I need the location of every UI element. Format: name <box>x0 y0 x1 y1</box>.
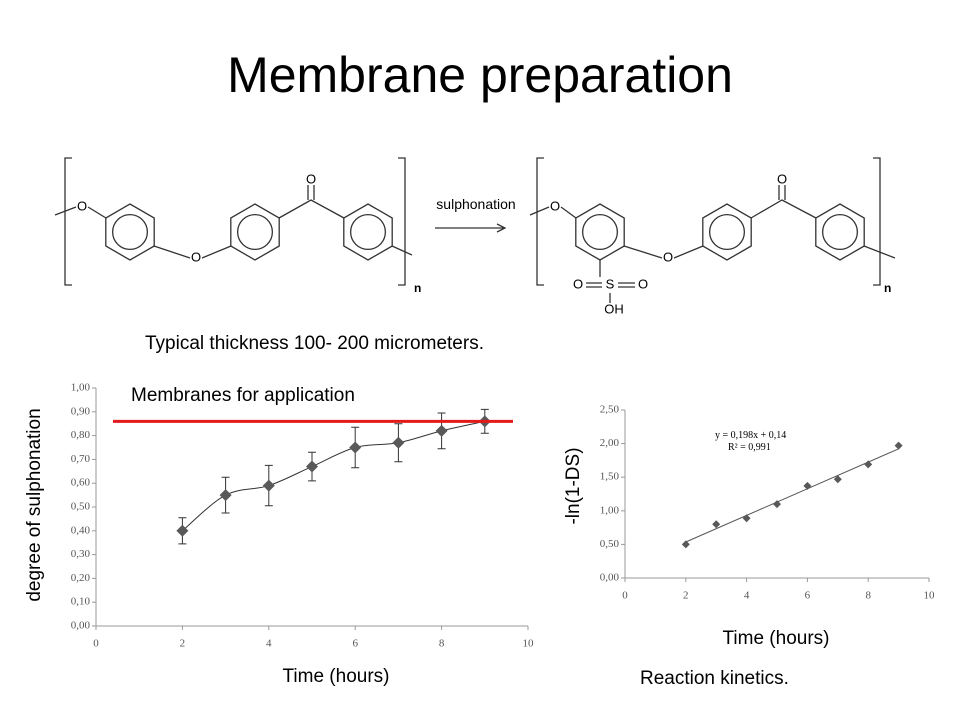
x-tick-label: 2 <box>180 638 186 650</box>
y-tick-label: 2,00 <box>600 437 620 449</box>
point <box>681 540 690 549</box>
ring-inner <box>821 213 859 251</box>
y-tick-label: 1,00 <box>71 382 91 394</box>
y-tick-label: 0,60 <box>71 477 91 489</box>
atom: O <box>573 276 583 291</box>
ring <box>230 203 280 261</box>
ring-inner <box>111 213 149 251</box>
y-tick-label: 0,90 <box>71 405 91 417</box>
x-tick-label: 0 <box>93 638 99 650</box>
y-tick-label: 0,20 <box>71 572 91 584</box>
atom: O <box>306 171 316 186</box>
y-tick-label: 1,00 <box>600 504 620 516</box>
ring <box>575 203 625 261</box>
bracket <box>64 157 406 286</box>
y-tick-label: 0,00 <box>71 620 91 632</box>
y-tick-label: 0,80 <box>71 429 91 441</box>
ring <box>343 203 393 261</box>
ring <box>105 203 155 261</box>
trend-line <box>182 420 485 532</box>
fit-r2: R² = 0,991 <box>728 442 771 453</box>
y-tick-label: 0,30 <box>71 548 91 560</box>
bracket <box>536 157 881 286</box>
atom: O <box>663 249 673 264</box>
atom: O <box>77 198 87 213</box>
x-tick-label: 6 <box>352 638 358 650</box>
ring-inner <box>581 213 619 251</box>
ring <box>702 203 752 261</box>
point <box>864 460 873 469</box>
point <box>219 489 232 502</box>
atom: S <box>606 276 615 291</box>
bonds <box>54 185 413 259</box>
atom: O <box>638 276 648 291</box>
x-axis-label: Time (hours) <box>283 666 390 687</box>
point <box>306 460 318 473</box>
x-tick-label: 4 <box>744 590 750 602</box>
y-tick-label: 0,50 <box>600 538 620 550</box>
point <box>773 500 781 509</box>
arrow <box>435 223 507 233</box>
subscript: n <box>884 281 891 295</box>
ring-inner <box>708 213 746 251</box>
point <box>349 441 362 454</box>
atom: O <box>777 171 787 186</box>
y-axis-label: degree of sulphonation <box>24 408 45 601</box>
y-tick-label: 0,50 <box>71 501 91 513</box>
atom: OH <box>604 301 624 316</box>
point <box>262 479 275 492</box>
x-tick-label: 2 <box>683 590 689 602</box>
point <box>712 520 721 529</box>
y-tick-label: 0,70 <box>71 453 91 465</box>
point <box>392 436 405 449</box>
x-axis-label: Time (hours) <box>723 628 830 649</box>
fit-equation: y = 0,198x + 0,14 <box>715 430 786 441</box>
subscript: n <box>414 281 421 295</box>
x-tick-label: 8 <box>865 590 871 602</box>
x-tick-label: 6 <box>805 590 811 602</box>
ring <box>815 203 865 261</box>
slide-title: Membrane preparation <box>227 47 733 103</box>
point <box>435 424 448 437</box>
caption: Reaction kinetics. <box>640 668 789 689</box>
point <box>894 441 903 450</box>
y-tick-label: 1,50 <box>600 471 620 483</box>
atom: O <box>550 198 560 213</box>
y-axis-label: -ln(1-DS) <box>563 447 584 524</box>
x-tick-label: 4 <box>266 638 272 650</box>
ring-inner <box>236 213 274 251</box>
y-tick-label: 0,40 <box>71 524 91 536</box>
atom: O <box>191 249 201 264</box>
reference-label: Membranes for application <box>131 385 355 406</box>
point <box>803 481 812 490</box>
note: Typical thickness 100- 200 micrometers. <box>145 333 484 354</box>
x-tick-label: 0 <box>622 590 628 602</box>
y-tick-label: 0,00 <box>600 572 620 584</box>
point <box>742 514 751 523</box>
x-tick-label: 10 <box>924 590 936 602</box>
reaction-scheme <box>54 157 896 303</box>
ring-inner <box>349 213 387 251</box>
x-tick-label: 10 <box>523 638 535 650</box>
point <box>833 475 842 484</box>
x-tick-label: 8 <box>439 638 445 650</box>
y-tick-label: 2,50 <box>600 404 620 416</box>
arrow-label: sulphonation <box>436 196 515 212</box>
point <box>176 524 189 537</box>
bonds <box>529 185 896 303</box>
y-tick-label: 0,10 <box>71 596 91 608</box>
fit-line <box>685 448 899 543</box>
